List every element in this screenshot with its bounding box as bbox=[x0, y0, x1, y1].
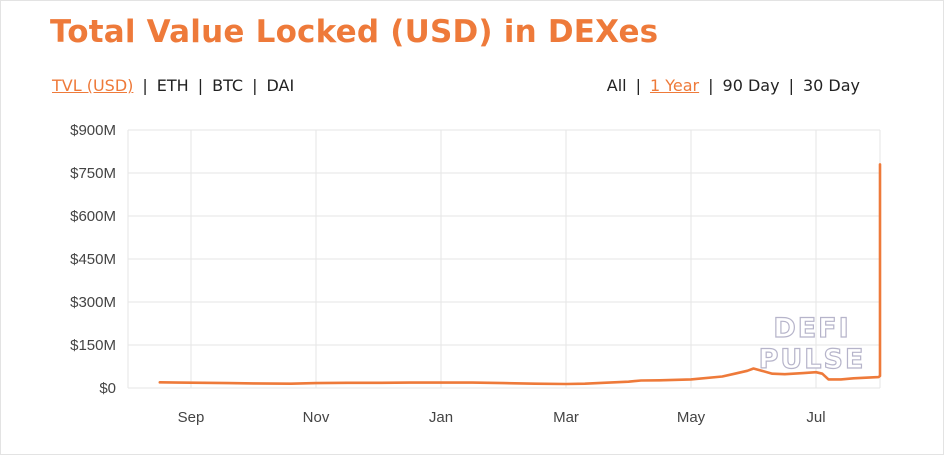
y-tick-label: $450M bbox=[70, 251, 116, 268]
separator: | bbox=[708, 76, 714, 95]
x-tick-label: Jul bbox=[806, 409, 825, 426]
separator: | bbox=[788, 76, 794, 95]
tab-all[interactable]: All bbox=[606, 76, 627, 95]
watermark-line-2: PULSE bbox=[759, 344, 866, 375]
watermark-line-1: DEFI bbox=[773, 313, 850, 344]
tab-90-day[interactable]: 90 Day bbox=[722, 76, 780, 95]
separator: | bbox=[142, 76, 148, 95]
tab-eth[interactable]: ETH bbox=[156, 76, 189, 95]
y-tick-label: $300M bbox=[70, 294, 116, 311]
tab-30-day[interactable]: 30 Day bbox=[802, 76, 860, 95]
y-tick-label: $0 bbox=[99, 380, 116, 397]
chart-title: Total Value Locked (USD) in DEXes bbox=[50, 14, 659, 50]
tab-dai[interactable]: DAI bbox=[266, 76, 295, 95]
y-tick-label: $900M bbox=[70, 122, 116, 139]
y-tick-label: $150M bbox=[70, 337, 116, 354]
tvl-series-line bbox=[158, 163, 882, 386]
x-tick-label: Sep bbox=[178, 409, 205, 426]
y-tick-label: $750M bbox=[70, 165, 116, 182]
defi-pulse-watermark: DEFI PULSE bbox=[758, 312, 866, 375]
separator: | bbox=[252, 76, 258, 95]
x-tick-label: Nov bbox=[303, 409, 330, 426]
tab-btc[interactable]: BTC bbox=[212, 76, 244, 95]
y-tick-label: $600M bbox=[70, 208, 116, 225]
tab-1-year[interactable]: 1 Year bbox=[649, 76, 700, 95]
separator: | bbox=[197, 76, 204, 95]
metric-tabs: TVL (USD) | ETH | BTC | DAI bbox=[52, 76, 294, 95]
x-tick-label: Mar bbox=[553, 409, 579, 426]
x-tick-label: Jan bbox=[429, 409, 453, 426]
separator: | bbox=[635, 76, 641, 95]
tab-tvl-usd[interactable]: TVL (USD) bbox=[52, 76, 134, 95]
range-tabs: All | 1 Year | 90 Day | 30 Day bbox=[607, 76, 860, 95]
x-tick-label: May bbox=[677, 409, 706, 426]
